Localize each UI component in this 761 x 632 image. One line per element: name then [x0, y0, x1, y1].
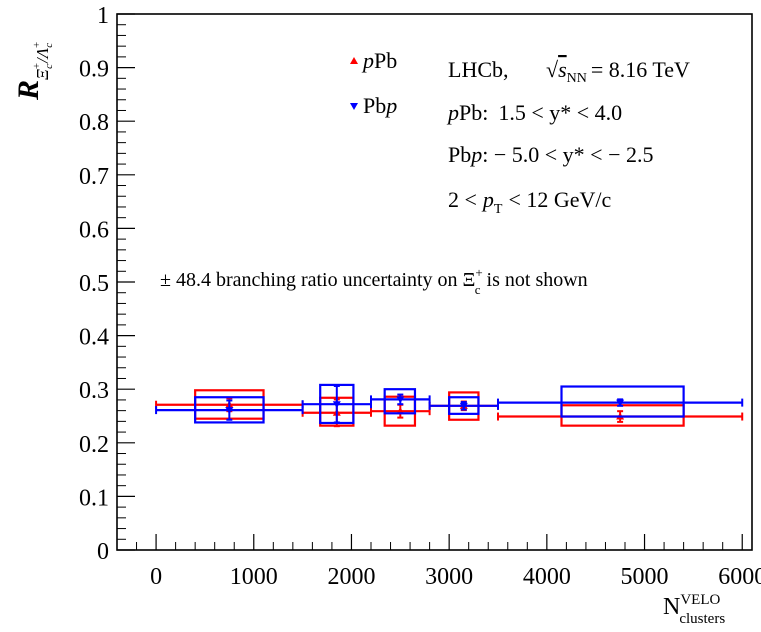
annotation-pbp-range: Pbp: − 5.0 < y* < − 2.5: [448, 142, 654, 167]
annotation-energy-var: s: [558, 57, 567, 82]
annotation-br-sup: +: [475, 265, 482, 280]
annotation-ppb-values: 1.5 < y* < 4.0: [498, 100, 622, 125]
annotation-ppb-prefix-italic: p: [446, 100, 459, 125]
x-axis-title: NVELO clusters: [663, 592, 725, 627]
y-tick-label: 0.8: [79, 110, 109, 136]
y-axis-title-den: Λ: [33, 47, 52, 60]
y-axis-title-den-sup: +: [31, 42, 43, 48]
data-point: [332, 401, 341, 409]
annotation-br-left: ± 48.4 branching ratio uncertainty on Ξ: [160, 269, 475, 291]
data-point: [225, 407, 234, 415]
legend-label-pbp: Pbp: [363, 93, 397, 118]
svg-text:RΞ+c/Λ+c: RΞ+c/Λ+c: [12, 42, 55, 101]
x-tick-label: 2000: [327, 564, 375, 590]
annotation-br-sub: c: [475, 282, 481, 297]
data-point: [396, 396, 405, 404]
data-point: [459, 402, 468, 410]
y-tick-label: 0.7: [79, 164, 109, 190]
annotation-br-note: ± 48.4 branching ratio uncertainty on Ξ+…: [160, 265, 588, 297]
x-axis-title-sup: VELO: [680, 592, 720, 608]
annotation-energy-sub: NN: [567, 71, 587, 86]
annotation-br-right: is not shown: [487, 269, 588, 291]
annotation-ppb-range: pPb: 1.5 < y* < 4.0: [446, 100, 622, 125]
x-tick-label: 1000: [230, 564, 278, 590]
legend-label-ppb-part1: Pb: [374, 48, 397, 73]
y-tick-label: 0.3: [79, 378, 109, 404]
legend-label-ppb: pPb: [361, 48, 397, 73]
legend-label-pbp-part0: Pb: [363, 93, 386, 118]
y-tick-label: 0.5: [79, 271, 109, 297]
annotation-pt-range: 2 < pT < 12 GeV/c: [448, 187, 612, 217]
y-axis-title: RΞ+c/Λ+c: [12, 42, 55, 101]
y-tick-label: 0: [97, 539, 109, 565]
annotation-pbp-prefix: Pb: [448, 142, 471, 167]
data-point: [616, 399, 625, 407]
legend-label-ppb-part0: p: [361, 48, 374, 73]
y-tick-label: 0.2: [79, 432, 109, 458]
x-tick-label: 0: [150, 564, 162, 590]
legend-marker-pbp: [350, 103, 358, 110]
y-axis-title-base: R: [12, 80, 45, 101]
legend-marker-ppb: [350, 57, 358, 64]
x-axis-title-sub: clusters: [679, 611, 725, 627]
annotation-energy: √sNN = 8.16 TeV: [546, 57, 690, 86]
annotation-pbp-values: : − 5.0 < y* < − 2.5: [482, 142, 653, 167]
y-axis-title-num-sup: +: [31, 63, 43, 69]
y-tick-label: 0.6: [79, 217, 109, 243]
x-tick-label: 3000: [425, 564, 473, 590]
y-tick-label: 0.4: [79, 325, 109, 351]
x-tick-label: 4000: [523, 564, 571, 590]
annotation-pt-left: 2 <: [448, 187, 477, 212]
annotation-energy-value: = 8.16 TeV: [591, 57, 690, 82]
annotation-pt-sub: T: [494, 202, 503, 217]
y-tick-label: 0.9: [79, 57, 109, 83]
axis-ticks: 0 1000 2000 3000 4000 5000 6000 0 0.1 0.2 0.3 0.4 0.…: [79, 3, 761, 590]
legend: pPb Pbp: [350, 48, 397, 118]
annotation-ppb-prefix: Pb:: [459, 100, 488, 125]
annotation-pt-right: < 12 GeV/c: [508, 187, 611, 212]
sys-box: [383, 388, 417, 415]
legend-label-pbp-part1: p: [384, 93, 397, 118]
x-tick-label: 6000: [718, 564, 761, 590]
annotation-pt-var: p: [481, 187, 494, 212]
y-axis-title-num: Ξ: [33, 69, 52, 80]
y-axis-title-slash: /: [33, 56, 52, 64]
x-tick-label: 5000: [621, 564, 669, 590]
y-tick-label: 0.1: [79, 485, 109, 511]
annotation-pbp-prefix-italic: p: [469, 142, 482, 167]
annotation-experiment: LHCb,: [448, 57, 509, 82]
y-axis-title-den-sub: c: [43, 43, 55, 48]
series-1: [155, 383, 744, 425]
y-axis-title-num-sub: c: [43, 64, 55, 69]
annotation-energy-sqrt: √: [546, 57, 559, 82]
data-layer: [155, 383, 744, 428]
y-tick-label: 1: [97, 3, 109, 29]
annotations: LHCb, √sNN = 8.16 TeV pPb: 1.5 < y* < 4.0 …: [160, 57, 690, 297]
x-axis-title-base: N: [663, 594, 680, 620]
